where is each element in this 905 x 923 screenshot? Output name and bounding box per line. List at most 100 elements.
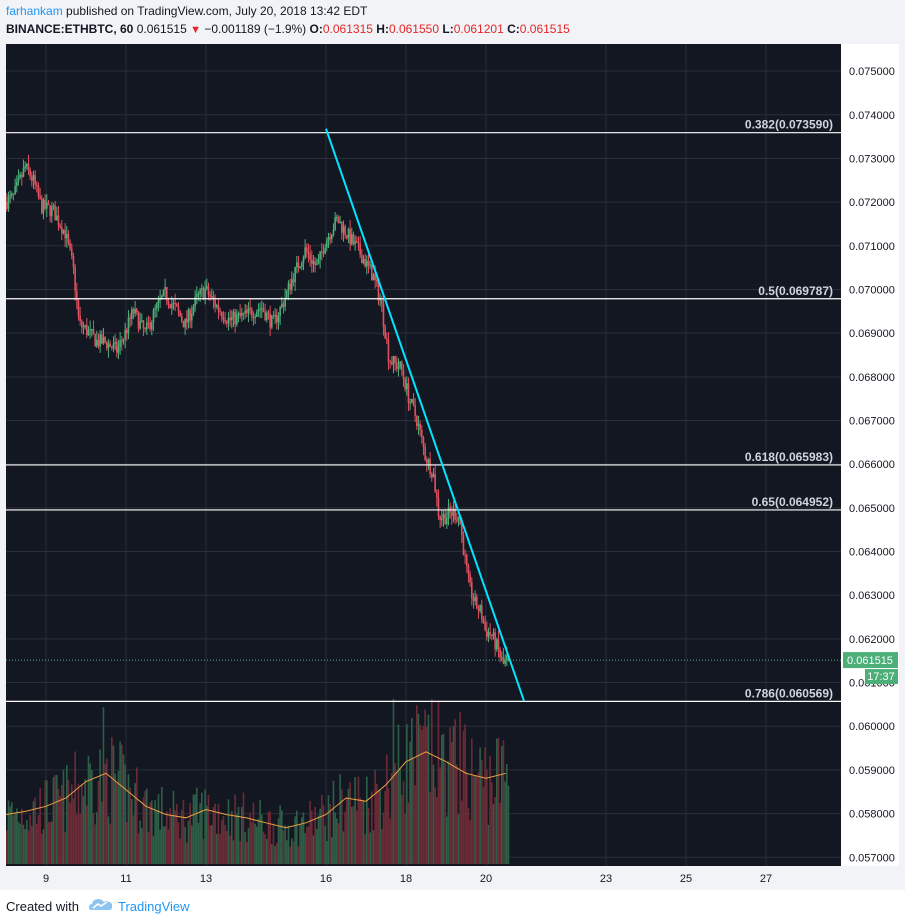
x-tick-label: 9 xyxy=(43,873,49,885)
open-value: 0.061315 xyxy=(322,22,373,36)
candle-body xyxy=(409,402,411,404)
candle-body xyxy=(117,346,120,353)
y-tick-label: 0.074000 xyxy=(849,110,895,122)
candle-body xyxy=(497,639,500,650)
y-tick-label: 0.069000 xyxy=(849,328,895,340)
countdown-badge xyxy=(865,669,898,685)
candle-body xyxy=(462,534,465,555)
volume-bar xyxy=(179,838,181,864)
volume-bar xyxy=(206,805,208,864)
price-chart[interactable]: 0.382(0.073590) 0.5(0.069787) 0.618(0.0659… xyxy=(0,44,905,890)
candle-body xyxy=(316,264,318,266)
volume-bar xyxy=(432,764,435,864)
candle-body xyxy=(192,306,195,314)
volume-bar xyxy=(357,776,360,864)
volume-bar xyxy=(201,792,203,864)
volume-bar xyxy=(416,705,418,864)
volume-bar xyxy=(61,785,63,864)
candle-body xyxy=(227,317,230,324)
candle-body xyxy=(291,279,293,290)
volume-bar xyxy=(349,782,351,864)
candle-body xyxy=(322,251,325,254)
candle-body xyxy=(216,305,218,307)
candle-body xyxy=(144,328,146,330)
volume-bar xyxy=(106,758,108,864)
candle-body xyxy=(82,326,85,328)
volume-bar xyxy=(331,837,333,864)
volume-bar xyxy=(269,811,271,864)
candle-body xyxy=(27,163,30,171)
created-with-label: Created with xyxy=(6,899,79,914)
volume-bar xyxy=(307,826,310,864)
volume-bar xyxy=(462,730,465,864)
candle-body xyxy=(87,329,90,336)
candle-body xyxy=(161,295,163,299)
candle-body xyxy=(502,657,505,664)
candle-body xyxy=(311,259,313,264)
candle-body xyxy=(212,296,215,300)
candle-body xyxy=(251,309,253,317)
volume-bar xyxy=(437,700,440,864)
volume-bar xyxy=(202,838,205,864)
candle-body xyxy=(201,288,203,290)
candle-body xyxy=(484,622,486,631)
author-link[interactable]: farhankam xyxy=(6,4,63,18)
candle-body xyxy=(376,280,378,282)
volume-bar xyxy=(116,781,118,864)
candle-body xyxy=(489,632,491,635)
candle-body xyxy=(224,320,226,322)
volume-bar xyxy=(177,822,180,864)
candle-body xyxy=(46,202,48,209)
last-price-label: 0.061515 xyxy=(847,655,893,667)
candle-body xyxy=(269,313,271,328)
candle-body xyxy=(492,632,495,636)
candle-body xyxy=(451,512,453,516)
candle-body xyxy=(247,308,250,313)
candle-body xyxy=(12,193,15,195)
volume-bar xyxy=(181,809,183,864)
candle-body xyxy=(149,322,151,330)
volume-bar xyxy=(226,830,228,864)
low-value: 0.061201 xyxy=(453,22,504,36)
candle-body xyxy=(101,334,103,344)
candle-body xyxy=(471,582,473,599)
volume-bar xyxy=(156,810,158,864)
candle-body xyxy=(37,185,40,197)
candle-body xyxy=(327,236,330,241)
high-value: 0.061550 xyxy=(388,22,440,36)
volume-bar xyxy=(139,820,141,864)
volume-bar xyxy=(286,840,288,864)
close-label: C: xyxy=(507,22,520,36)
volume-bar xyxy=(386,754,388,864)
candle-body xyxy=(304,247,306,258)
volume-bar xyxy=(424,709,426,864)
tradingview-brand-link[interactable]: TradingView xyxy=(118,899,190,914)
volume-bar xyxy=(304,833,306,864)
candle-body xyxy=(367,260,370,266)
volume-bar xyxy=(466,772,468,864)
volume-bar xyxy=(346,797,348,864)
candle-body xyxy=(461,524,463,535)
publish-info: published on TradingView.com, July 20, 2… xyxy=(66,4,368,18)
volume-bar xyxy=(151,800,153,864)
volume-bar xyxy=(492,804,495,864)
candle-body xyxy=(336,217,338,219)
volume-bar xyxy=(41,833,43,864)
fib-levels: 0.382(0.073590) 0.5(0.069787) 0.618(0.0659… xyxy=(6,118,841,702)
fib-label: 0.65(0.064952) xyxy=(752,495,833,509)
candle-body xyxy=(31,176,33,181)
volume-bar xyxy=(337,823,340,864)
candle-body xyxy=(374,274,376,281)
candle-body xyxy=(136,308,138,313)
price-axis[interactable] xyxy=(841,44,899,866)
candle-body xyxy=(97,339,100,347)
volume-bar xyxy=(391,773,393,864)
candle-body xyxy=(366,260,368,267)
candle-body xyxy=(446,517,448,525)
candle-body xyxy=(29,170,31,177)
volume-bar xyxy=(479,747,481,864)
candle-body xyxy=(152,310,155,323)
tradingview-logo-icon[interactable] xyxy=(88,896,114,914)
volume-bar xyxy=(266,839,268,864)
candle-body xyxy=(292,279,295,283)
